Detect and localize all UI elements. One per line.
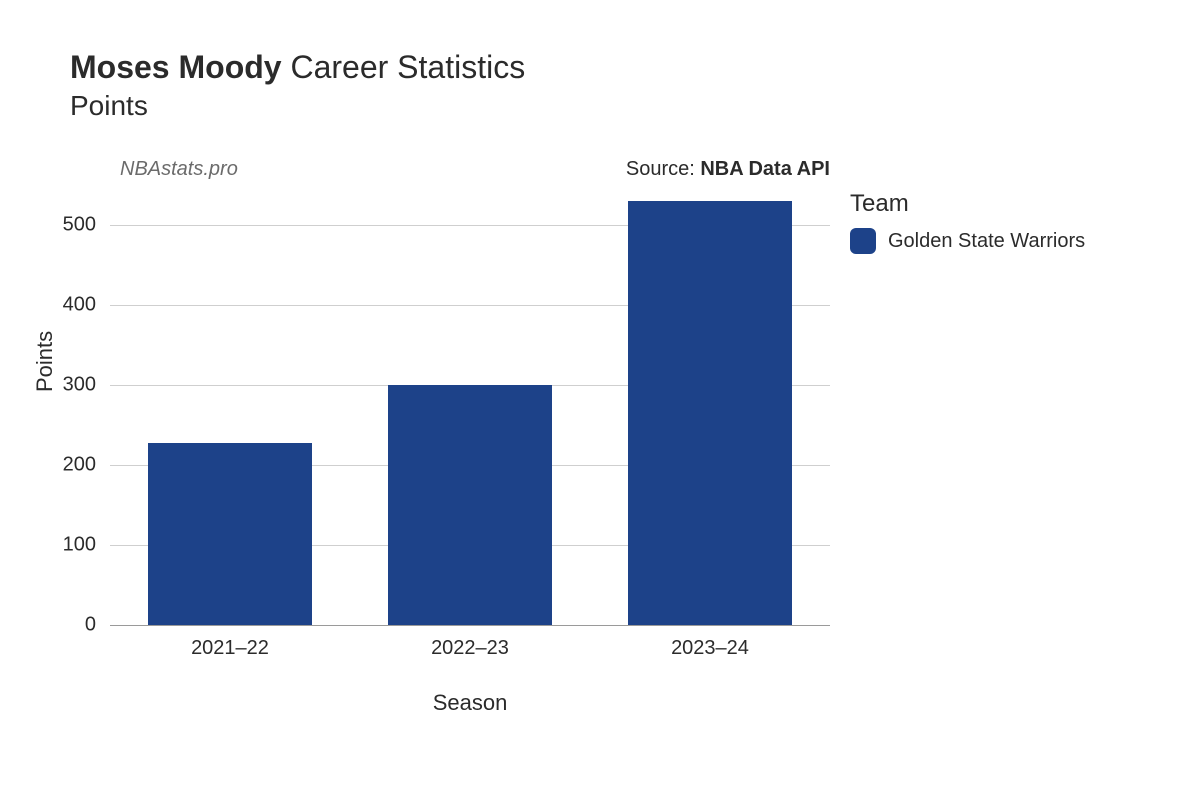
legend-items: Golden State Warriors xyxy=(850,228,1085,254)
bar xyxy=(628,201,791,625)
legend-swatch xyxy=(850,228,876,254)
legend-title: Team xyxy=(850,190,1085,218)
y-tick-label: 100 xyxy=(63,534,110,557)
watermark-text: NBAstats.pro xyxy=(120,158,238,181)
x-tick-label: 2021–22 xyxy=(191,625,269,660)
y-tick-label: 200 xyxy=(63,454,110,477)
x-axis-title: Season xyxy=(433,690,508,716)
source-prefix: Source: xyxy=(626,158,700,180)
x-tick-label: 2023–24 xyxy=(671,625,749,660)
bar xyxy=(148,443,311,625)
source-attribution: Source: NBA Data API xyxy=(626,158,830,181)
title-rest: Career Statistics xyxy=(282,49,526,85)
title-bold: Moses Moody xyxy=(70,49,282,85)
bar xyxy=(388,385,551,625)
y-tick-label: 400 xyxy=(63,294,110,317)
chart-title: Moses Moody Career Statistics xyxy=(70,48,525,86)
chart-subtitle: Points xyxy=(70,90,525,122)
x-tick-label: 2022–23 xyxy=(431,625,509,660)
legend-item-label: Golden State Warriors xyxy=(888,230,1085,253)
chart-root: Moses Moody Career Statistics Points NBA… xyxy=(0,0,1200,800)
title-block: Moses Moody Career Statistics Points xyxy=(70,48,525,122)
plot-area: 01002003004005002021–222022–232023–24 xyxy=(110,185,830,625)
y-tick-label: 500 xyxy=(63,214,110,237)
legend: Team Golden State Warriors xyxy=(850,190,1085,254)
y-tick-label: 300 xyxy=(63,374,110,397)
source-name: NBA Data API xyxy=(700,158,830,180)
y-axis-title: Points xyxy=(32,331,58,392)
y-tick-label: 0 xyxy=(85,614,110,637)
legend-item: Golden State Warriors xyxy=(850,228,1085,254)
